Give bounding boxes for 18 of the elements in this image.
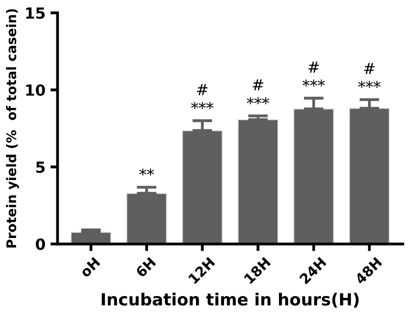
y-tick-label: 0 [36,238,46,250]
y-axis-title: Protein yield (% of total casein) [6,9,19,248]
bar [348,108,390,244]
x-axis-title: Incubation time in hours(H) [102,292,359,308]
data-label: # *** [302,62,325,86]
bar [182,130,223,244]
x-tick-label: oH [79,256,100,278]
y-tick-label: 10 [26,84,46,96]
data-label: ** [139,168,154,176]
data-label: # *** [246,79,270,104]
y-tick-label: 5 [36,162,45,173]
bar [237,119,279,244]
bar [293,108,334,244]
bar [126,192,168,244]
x-tick-label: 6H [135,256,156,278]
y-tick-label: 15 [26,8,45,19]
data-label: # *** [358,63,381,88]
data-label: # *** [191,84,214,109]
